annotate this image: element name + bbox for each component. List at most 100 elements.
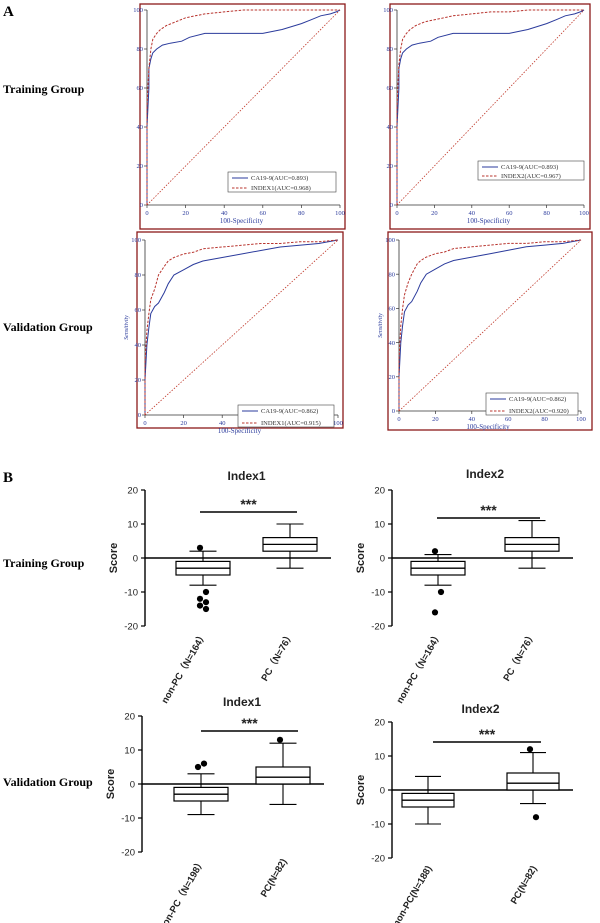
box-title: Index2 <box>466 467 504 481</box>
box-outlier-point <box>196 602 204 609</box>
roc-x-tick-label: 100 <box>576 416 586 423</box>
roc-line-ca199 <box>398 239 582 411</box>
roc-x-tick-label: 0 <box>143 420 146 427</box>
panel-a-label: A <box>3 4 14 20</box>
roc-chart-2: 0 20 40 60 80 100 0 20 40 60 80 100 100-Specificity C… <box>383 3 591 230</box>
roc-legend-box <box>477 160 585 181</box>
box-y-tick-label: 0 <box>380 786 385 797</box>
roc-y-tick-label: 80 <box>387 46 394 53</box>
roc-line-index <box>144 239 339 415</box>
box-y-tick-label: 10 <box>124 746 135 757</box>
box-y-tick-label: -20 <box>371 622 385 633</box>
row-label-training-box: Training Group <box>3 556 85 570</box>
box-outlier-point <box>431 548 439 555</box>
roc-y-tick-label: 40 <box>387 124 394 131</box>
box-y-tick-label: -10 <box>371 820 385 831</box>
roc-reference-diagonal <box>144 239 339 416</box>
box-y-axis-title: Score <box>108 543 120 574</box>
roc-x-tick-label: 20 <box>431 210 438 217</box>
box-category-label: PC(N=82) <box>259 857 290 899</box>
box-y-tick-label: 0 <box>130 780 135 791</box>
box-title: Index1 <box>223 695 261 709</box>
roc-line-index <box>398 239 582 411</box>
roc-y-tick-label: 60 <box>389 306 396 313</box>
roc-x-tick-label: 40 <box>219 420 226 427</box>
box-outlier-point <box>532 814 540 821</box>
roc-x-axis-title: 100-Specificity <box>218 427 262 435</box>
roc-reference-diagonal <box>398 239 582 412</box>
significance-label: *** <box>479 726 496 742</box>
roc-legend-entry: CA19-9(AUC=0.893) <box>251 175 308 182</box>
roc-x-axis-title: 100-Specificity <box>466 423 510 431</box>
box-outlier-point <box>200 760 208 767</box>
charts-layer: 0 20 40 60 80 100020406080100100-SpecificityC… <box>105 3 593 923</box>
roc-line-ca199 <box>396 9 585 205</box>
box-y-tick-label: -10 <box>371 588 385 599</box>
roc-x-tick-label: 100 <box>333 420 343 427</box>
box-chart-2: Index2 20 10 0 -10 -20 Score *** non-PC（N=164） PC… <box>355 467 573 706</box>
box-y-tick-label: 10 <box>374 752 385 763</box>
roc-legend-entry: INDEX2(AUC=0.967) <box>501 173 561 180</box>
roc-legend-entry: INDEX1(AUC=0.968) <box>251 185 311 192</box>
roc-y-tick-label: 0 <box>392 408 395 415</box>
box-outlier-point <box>202 605 210 613</box>
roc-line-index <box>396 9 584 205</box>
roc-y-tick-label: 20 <box>137 163 144 170</box>
roc-x-tick-label: 40 <box>221 210 228 217</box>
roc-y-axis-title: Sensitivity <box>378 313 384 338</box>
box-iqr <box>506 772 560 791</box>
box-chart-3: Index1 20 10 0 -10 -20 Score *** non-PC（N=198） PC… <box>105 695 324 923</box>
roc-x-tick-label: 60 <box>505 416 512 423</box>
roc-y-tick-label: 0 <box>140 202 143 209</box>
roc-legend-box <box>237 404 335 428</box>
roc-x-tick-label: 80 <box>298 210 305 217</box>
roc-chart-3: 020406080100020406080100100-SpecificityS… <box>124 231 344 435</box>
significance-label: *** <box>241 715 258 731</box>
roc-x-tick-label: 100 <box>579 210 589 217</box>
box-outlier-point <box>431 609 439 616</box>
significance-label: *** <box>240 496 257 512</box>
row-label-validation-roc: Validation Group <box>3 320 93 334</box>
significance-label: *** <box>480 502 497 518</box>
row-label-validation-box: Validation Group <box>3 775 93 789</box>
box-y-tick-label: -10 <box>124 588 138 599</box>
roc-x-tick-label: 20 <box>182 210 189 217</box>
roc-x-tick-label: 20 <box>180 420 187 427</box>
box-y-tick-label: -20 <box>124 622 138 633</box>
roc-legend-entry: CA19-9(AUC=0.893) <box>501 164 558 171</box>
box-category-label: non-PC（N=164） <box>159 630 210 706</box>
roc-reference-diagonal <box>146 9 341 206</box>
box-y-tick-label: 20 <box>374 486 385 497</box>
box-category-label: non-PC(N=188) <box>391 864 435 923</box>
box-outlier-point <box>202 599 210 606</box>
roc-x-tick-label: 60 <box>506 210 513 217</box>
roc-frame <box>139 3 346 230</box>
roc-y-tick-label: 40 <box>135 342 142 349</box>
roc-frame <box>136 231 344 429</box>
box-outlier-point <box>526 746 534 753</box>
box-y-axis-title: Score <box>105 769 117 800</box>
roc-reference-diagonal <box>396 9 585 206</box>
roc-y-tick-label: 100 <box>133 7 143 14</box>
box-outlier-point <box>196 544 204 551</box>
box-category-label: PC(N=82) <box>509 864 540 906</box>
box-y-axis-title: Score <box>355 775 367 806</box>
roc-x-axis-title: 100-Specificity <box>467 217 511 225</box>
roc-y-tick-label: 100 <box>383 7 393 14</box>
roc-x-tick-label: 80 <box>541 416 548 423</box>
roc-x-tick-label: 80 <box>543 210 550 217</box>
box-y-tick-label: 0 <box>380 554 385 565</box>
box-iqr <box>255 766 311 785</box>
roc-y-tick-label: 60 <box>137 85 144 92</box>
roc-legend-entry: INDEX1(AUC=0.915) <box>261 420 321 427</box>
roc-y-tick-label: 40 <box>137 124 144 131</box>
box-outlier-point <box>202 588 210 596</box>
box-chart-1: Index1 20 10 0 -10 -20 Score *** non-PC（N=164） PC… <box>108 469 331 706</box>
roc-legend-box <box>485 392 579 416</box>
roc-x-tick-label: 100 <box>335 210 345 217</box>
roc-y-tick-label: 20 <box>389 374 396 381</box>
roc-y-tick-label: 20 <box>387 163 394 170</box>
row-label-training-roc: Training Group <box>3 82 85 96</box>
roc-x-tick-label: 0 <box>145 210 148 217</box>
roc-x-tick-label: 20 <box>432 416 439 423</box>
